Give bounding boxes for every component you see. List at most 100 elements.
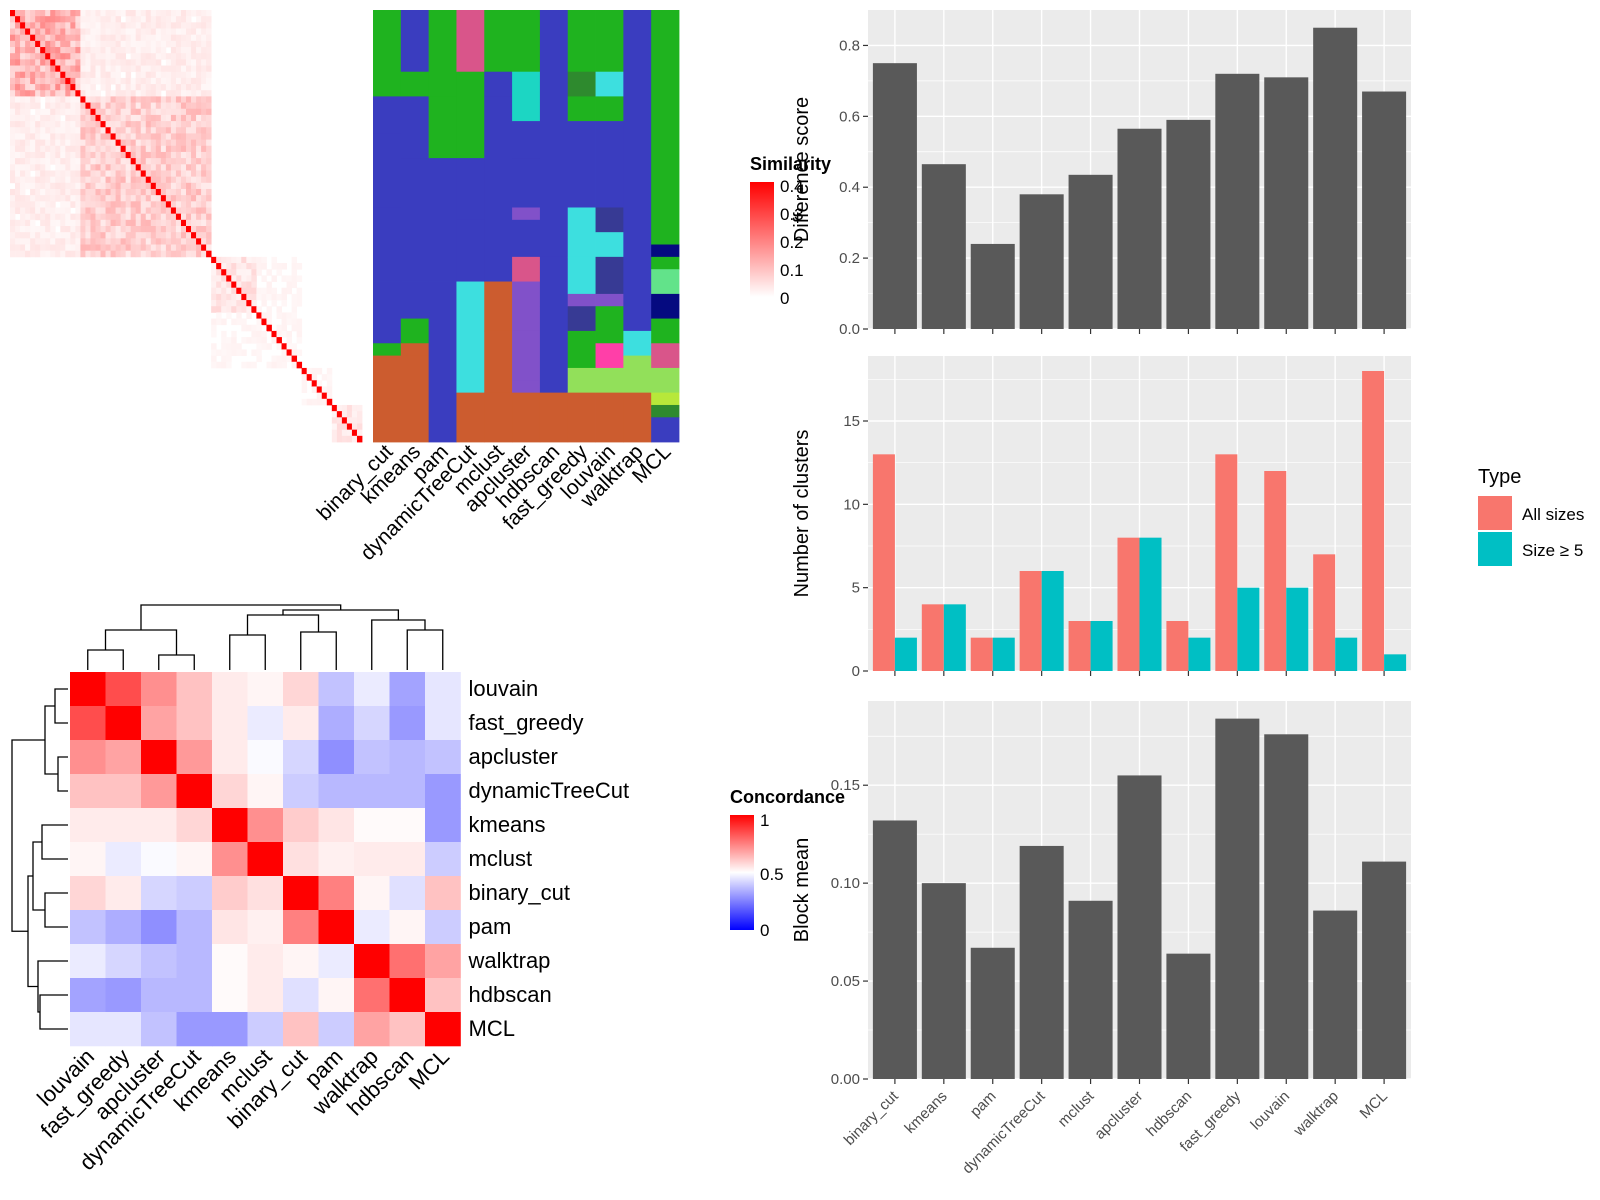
concordance-cell [141, 774, 177, 809]
similarity-cell [115, 176, 122, 184]
similarity-cell [35, 145, 41, 153]
similarity-cell [90, 40, 96, 48]
similarity-cell [301, 398, 308, 406]
bar [1139, 537, 1162, 671]
similarity-cell [186, 232, 192, 239]
concordance-cell [318, 944, 355, 979]
similarity-cell [100, 238, 106, 245]
similarity-heatmap [10, 10, 363, 443]
similarity-cell [40, 176, 46, 184]
similarity-cell [75, 170, 81, 178]
similarity-cell [45, 164, 51, 171]
similarity-cell [10, 47, 16, 54]
bar [1090, 621, 1113, 671]
similarity-cell [85, 28, 91, 36]
similarity-cell [170, 250, 177, 258]
similarity-cell [170, 238, 177, 245]
similarity-cell [100, 182, 106, 190]
similarity-cell [15, 77, 21, 85]
similarity-cell [145, 121, 152, 128]
similarity-cell [30, 121, 36, 128]
similarity-cell [160, 71, 167, 79]
similarity-cell [125, 10, 132, 17]
concordance-cell [141, 706, 177, 741]
similarity-cell [186, 164, 192, 171]
similarity-cell [150, 71, 157, 79]
bar [970, 637, 993, 671]
similarity-cell [50, 133, 56, 140]
similarity-cell [130, 232, 137, 239]
similarity-cell [196, 28, 202, 36]
concordance-cell [318, 910, 355, 945]
similarity-cell [206, 219, 212, 227]
similarity-cell [261, 256, 267, 264]
similarity-cell [10, 201, 16, 208]
similarity-cell [100, 10, 106, 17]
similarity-cell [221, 330, 227, 338]
similarity-cell [70, 16, 76, 23]
similarity-cell [236, 318, 242, 326]
similarity-cell [90, 158, 96, 165]
similarity-cell [346, 429, 353, 437]
similarity-cell [180, 182, 187, 190]
similarity-cell [170, 96, 177, 103]
similarity-cell [201, 96, 207, 103]
similarity-cell [145, 151, 152, 159]
similarity-cell [70, 158, 76, 165]
similarity-cell [75, 164, 81, 171]
similarity-cell [50, 182, 56, 190]
similarity-cell [120, 207, 127, 215]
similarity-cell [25, 244, 31, 252]
similarity-cell [261, 300, 267, 307]
similarity-cell [150, 84, 157, 91]
similarity-cell [186, 158, 192, 165]
similarity-cell [105, 34, 111, 42]
similarity-cell [196, 108, 202, 116]
similarity-cell [70, 244, 76, 252]
similarity-cell [60, 232, 66, 239]
bar [1335, 637, 1358, 671]
similarity-cell [125, 28, 132, 36]
similarity-cell [135, 108, 142, 116]
similarity-cell [75, 151, 81, 159]
concordance-cell [354, 876, 390, 911]
similarity-cell [15, 53, 21, 60]
similarity-cell [115, 77, 122, 85]
similarity-cell [50, 47, 56, 54]
y-tick-label: 0.0 [839, 321, 860, 338]
similarity-cell [130, 16, 137, 23]
similarity-cell [60, 53, 66, 60]
similarity-cell [266, 318, 272, 326]
similarity-cell [30, 195, 36, 202]
similarity-cell [150, 219, 157, 227]
concordance-heatmap: louvainlouvainfast_greedyfast_greedyapcl… [32, 672, 629, 1175]
similarity-cell [85, 238, 91, 245]
similarity-cell [155, 207, 162, 215]
similarity-cell [20, 114, 26, 122]
similarity-cell [160, 226, 167, 233]
similarity-cell [311, 380, 318, 387]
similarity-cell [75, 145, 81, 153]
similarity-cell [145, 65, 152, 73]
similarity-cell [75, 114, 81, 122]
similarity-cell [196, 250, 202, 258]
concordance-cell [141, 1012, 177, 1047]
similarity-cell [180, 59, 187, 66]
similarity-cell [35, 188, 41, 196]
similarity-cell [135, 47, 142, 54]
similarity-cell [40, 244, 46, 252]
similarity-cell [125, 219, 132, 227]
similarity-cell [261, 330, 267, 338]
similarity-cell [191, 84, 197, 91]
similarity-cell [236, 293, 242, 301]
similarity-cell [135, 176, 142, 184]
similarity-cell [256, 312, 262, 319]
similarity-cell [65, 207, 71, 215]
similarity-cell [115, 164, 122, 171]
similarity-cell [281, 355, 287, 363]
similarity-cell [120, 114, 127, 122]
similarity-cell [35, 59, 41, 66]
similarity-cell [175, 151, 182, 159]
y-tick-label: 5 [852, 580, 860, 597]
similarity-cell [251, 269, 257, 276]
